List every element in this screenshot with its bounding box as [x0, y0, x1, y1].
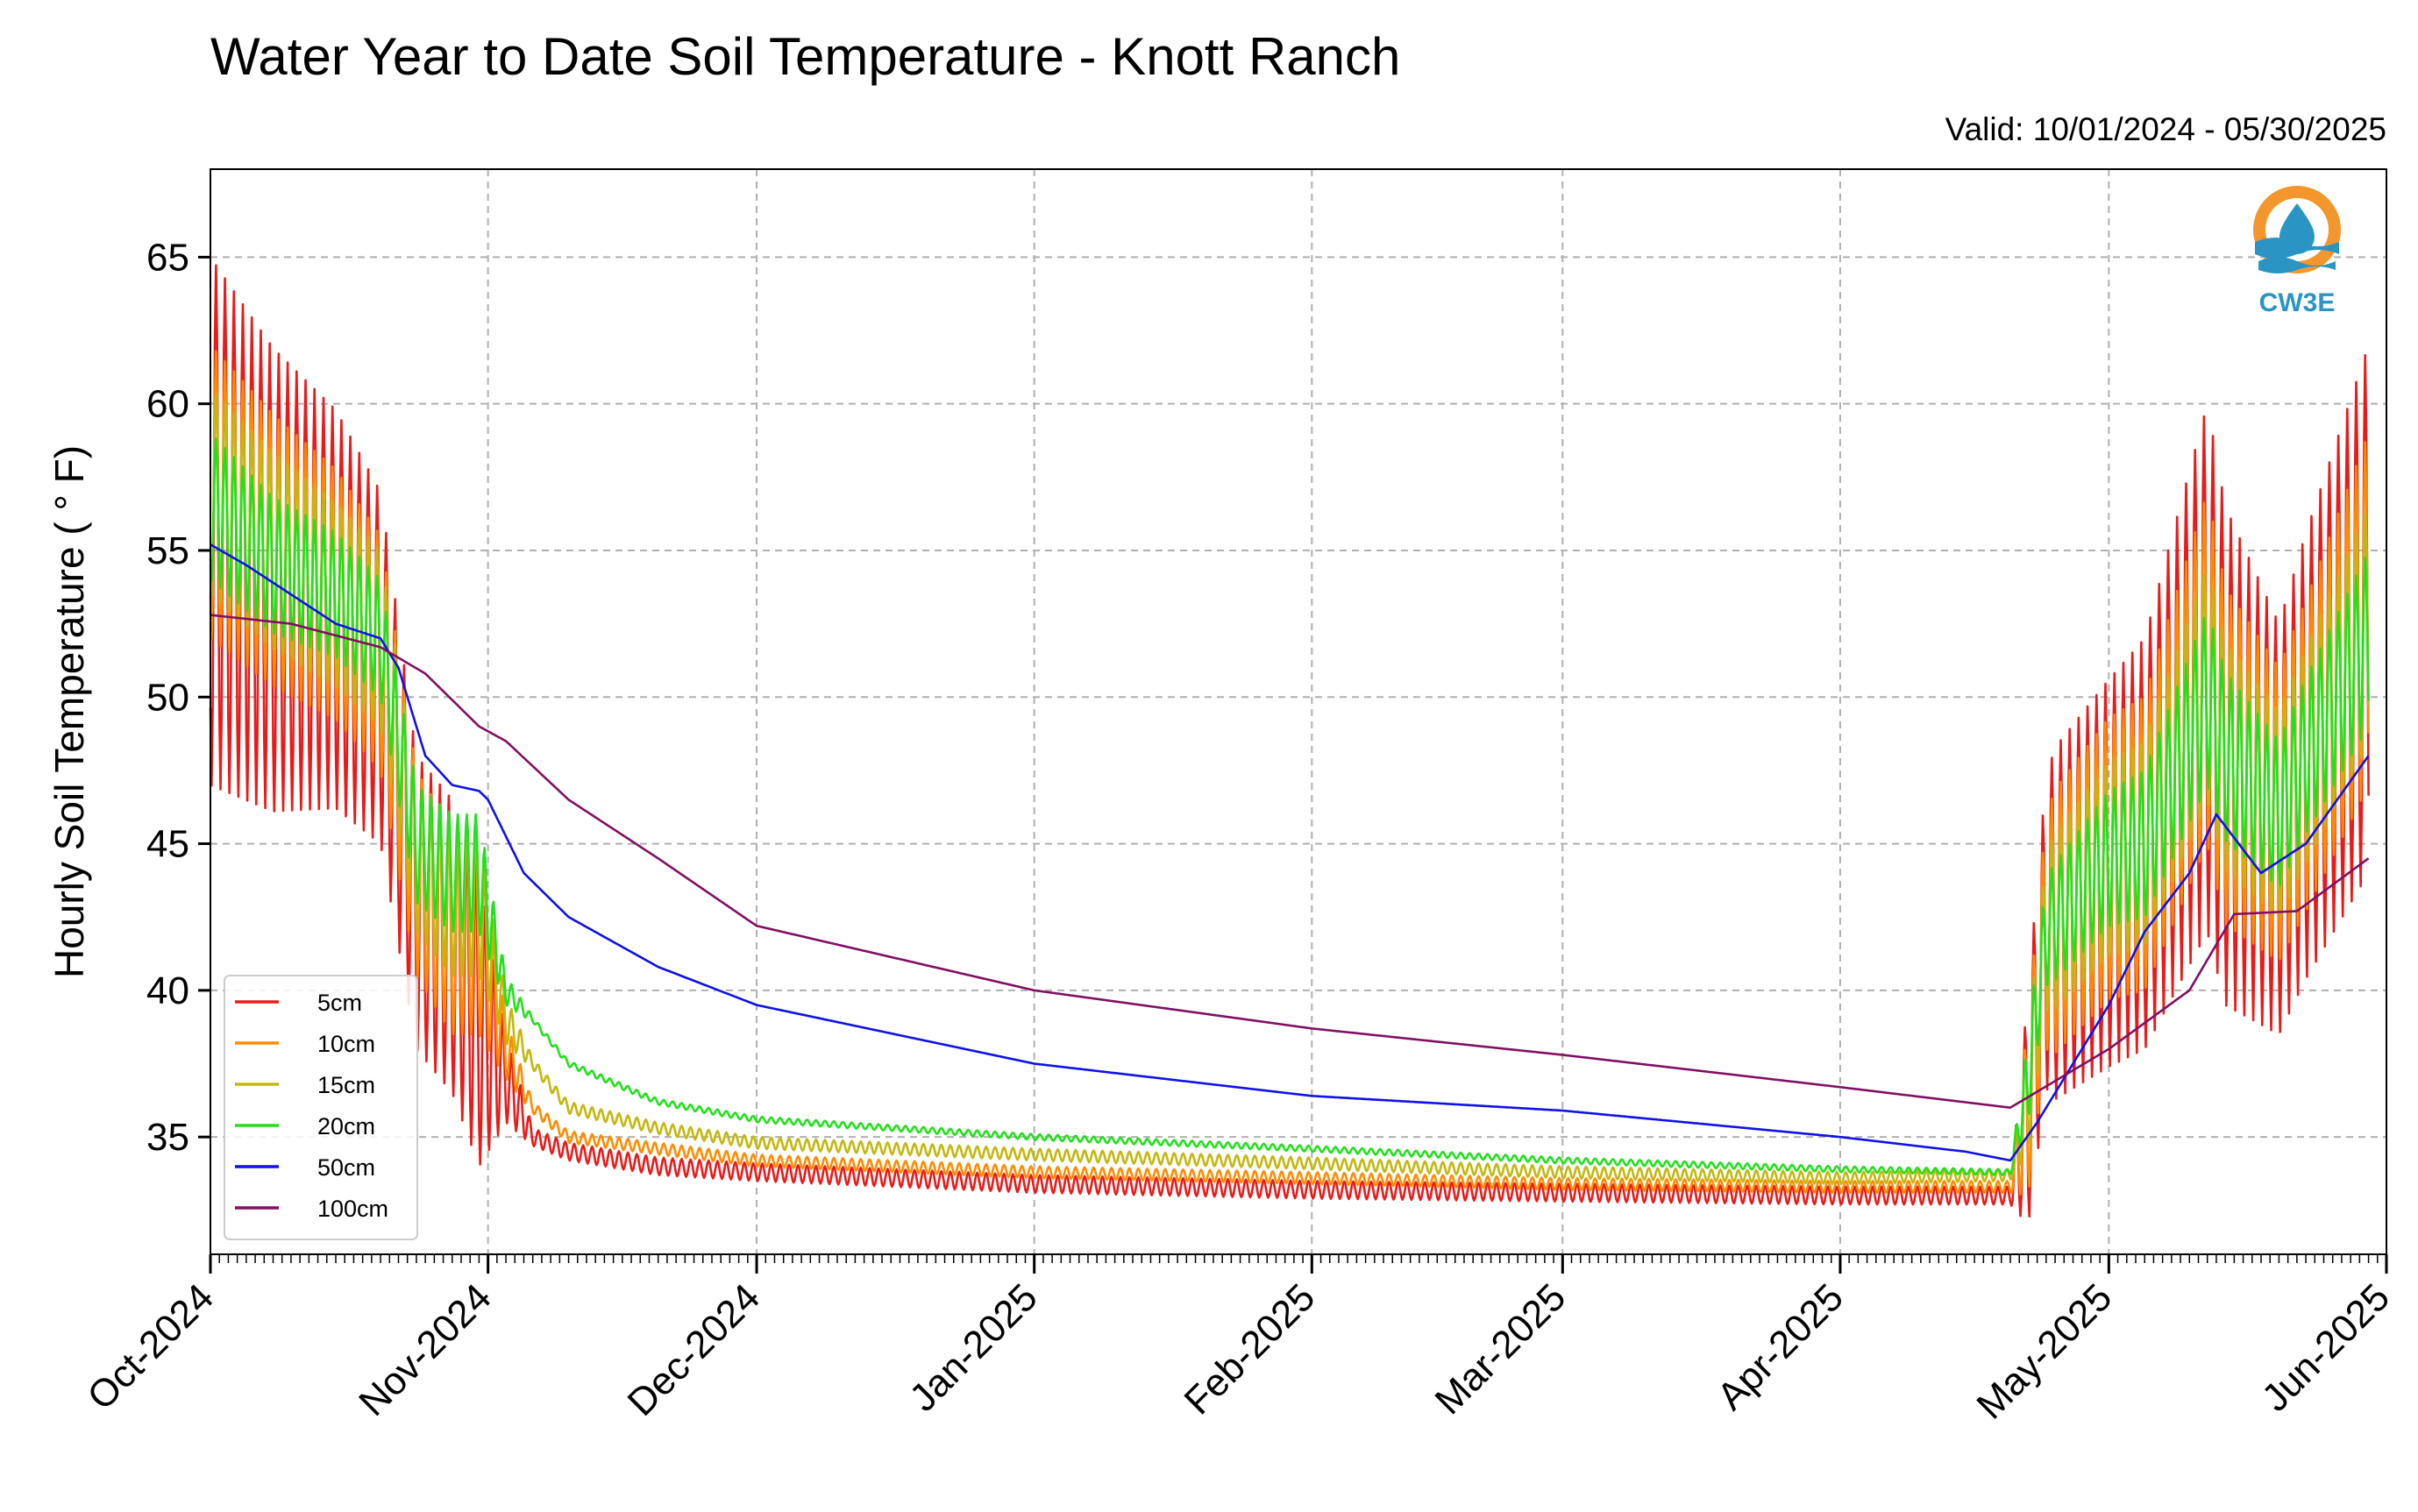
y-tick-label: 35 [146, 1116, 189, 1159]
chart-title: Water Year to Date Soil Temperature - Kn… [210, 27, 1400, 86]
legend-label: 50cm [317, 1154, 375, 1181]
y-axis-label: Hourly Soil Temperature ( ° F) [46, 445, 92, 978]
logo-wave-icon [2258, 257, 2336, 273]
logo-text: CW3E [2259, 288, 2336, 317]
cw3e-logo: CW3E [2253, 186, 2341, 317]
legend-label: 5cm [317, 990, 362, 1016]
legend-label: 15cm [317, 1072, 375, 1098]
legend-label: 10cm [317, 1031, 375, 1057]
y-axis: 35 40 45 50 55 60 65 [146, 236, 210, 1159]
y-tick-label: 50 [146, 676, 189, 719]
legend-label: 100cm [317, 1196, 388, 1222]
y-tick-label: 45 [146, 823, 189, 866]
series-line-5cm [209, 264, 2370, 1218]
plot-area [210, 168, 2387, 1255]
legend-label: 20cm [317, 1113, 375, 1139]
series-line-100cm [210, 614, 2370, 1109]
series-line-50cm [210, 543, 2370, 1162]
series-line-10cm [209, 350, 2370, 1196]
series-line-20cm [209, 437, 2370, 1176]
y-tick-label: 40 [146, 969, 189, 1012]
chart-subtitle: Valid: 10/01/2024 - 05/30/2025 [1945, 111, 2386, 147]
y-tick-label: 55 [146, 529, 189, 572]
legend: 5cm 10cm 15cm 20cm 50cm 100cm [224, 975, 418, 1240]
logo-wave-icon [2255, 238, 2339, 259]
series-lines [209, 264, 2370, 1218]
y-tick-label: 65 [146, 236, 189, 279]
y-tick-label: 60 [146, 383, 189, 426]
